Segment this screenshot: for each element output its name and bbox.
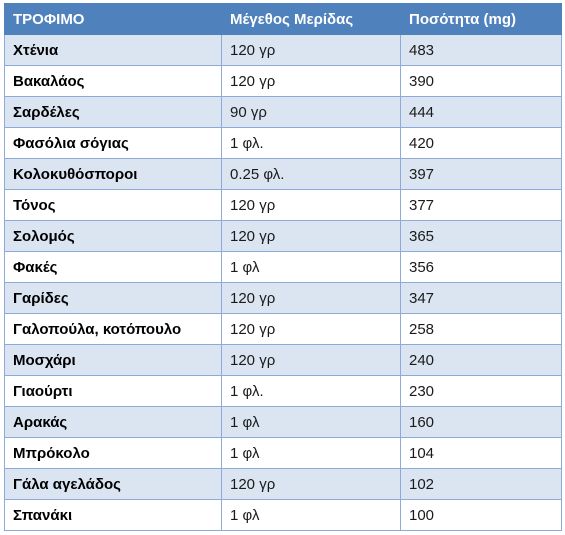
table-row: Χτένια 120 γρ 483 bbox=[4, 34, 562, 66]
food-name-cell: Μπρόκολο bbox=[4, 437, 222, 469]
table-row: Γαρίδες 120 γρ 347 bbox=[4, 282, 562, 314]
table-row: Βακαλάος 120 γρ 390 bbox=[4, 65, 562, 97]
amount-cell: 356 bbox=[400, 251, 562, 283]
portion-cell: 120 γρ bbox=[221, 282, 401, 314]
amount-cell: 377 bbox=[400, 189, 562, 221]
food-name-cell: Γαρίδες bbox=[4, 282, 222, 314]
food-name-cell: Βακαλάος bbox=[4, 65, 222, 97]
header-row: ΤΡΟΦΙΜΟ Μέγεθος Μερίδας Ποσότητα (mg) bbox=[4, 3, 562, 35]
amount-cell: 102 bbox=[400, 468, 562, 500]
portion-cell: 1 φλ bbox=[221, 406, 401, 438]
amount-cell: 100 bbox=[400, 499, 562, 531]
amount-cell: 444 bbox=[400, 96, 562, 128]
table-body: Χτένια 120 γρ 483 Βακαλάος 120 γρ 390 Σα… bbox=[4, 34, 562, 531]
table-header: ΤΡΟΦΙΜΟ Μέγεθος Μερίδας Ποσότητα (mg) bbox=[4, 3, 562, 35]
table-row: Μοσχάρι 120 γρ 240 bbox=[4, 344, 562, 376]
table-row: Αρακάς 1 φλ 160 bbox=[4, 406, 562, 438]
food-name-cell: Σπανάκι bbox=[4, 499, 222, 531]
table-row: Φασόλια σόγιας 1 φλ. 420 bbox=[4, 127, 562, 159]
portion-cell: 120 γρ bbox=[221, 65, 401, 97]
food-name-cell: Κολοκυθόσποροι bbox=[4, 158, 222, 190]
portion-cell: 120 γρ bbox=[221, 344, 401, 376]
portion-cell: 1 φλ bbox=[221, 437, 401, 469]
portion-cell: 120 γρ bbox=[221, 313, 401, 345]
table-row: Κολοκυθόσποροι 0.25 φλ. 397 bbox=[4, 158, 562, 190]
portion-cell: 1 φλ. bbox=[221, 375, 401, 407]
food-name-cell: Μοσχάρι bbox=[4, 344, 222, 376]
amount-cell: 258 bbox=[400, 313, 562, 345]
table-row: Σπανάκι 1 φλ 100 bbox=[4, 499, 562, 531]
portion-cell: 0.25 φλ. bbox=[221, 158, 401, 190]
amount-cell: 230 bbox=[400, 375, 562, 407]
table-row: Γιαούρτι 1 φλ. 230 bbox=[4, 375, 562, 407]
amount-cell: 240 bbox=[400, 344, 562, 376]
amount-cell: 483 bbox=[400, 34, 562, 66]
amount-cell: 104 bbox=[400, 437, 562, 469]
amount-cell: 420 bbox=[400, 127, 562, 159]
header-amount: Ποσότητα (mg) bbox=[400, 3, 562, 35]
food-name-cell: Σαρδέλες bbox=[4, 96, 222, 128]
food-name-cell: Γιαούρτι bbox=[4, 375, 222, 407]
food-name-cell: Αρακάς bbox=[4, 406, 222, 438]
food-name-cell: Φακές bbox=[4, 251, 222, 283]
portion-cell: 120 γρ bbox=[221, 220, 401, 252]
food-name-cell: Χτένια bbox=[4, 34, 222, 66]
amount-cell: 160 bbox=[400, 406, 562, 438]
portion-cell: 120 γρ bbox=[221, 468, 401, 500]
food-name-cell: Σολομός bbox=[4, 220, 222, 252]
portion-cell: 1 φλ bbox=[221, 251, 401, 283]
food-name-cell: Φασόλια σόγιας bbox=[4, 127, 222, 159]
table-row: Μπρόκολο 1 φλ 104 bbox=[4, 437, 562, 469]
amount-cell: 347 bbox=[400, 282, 562, 314]
amount-cell: 397 bbox=[400, 158, 562, 190]
portion-cell: 90 γρ bbox=[221, 96, 401, 128]
amount-cell: 365 bbox=[400, 220, 562, 252]
food-name-cell: Γάλα αγελάδος bbox=[4, 468, 222, 500]
table-row: Γάλα αγελάδος 120 γρ 102 bbox=[4, 468, 562, 500]
portion-cell: 120 γρ bbox=[221, 34, 401, 66]
header-food: ΤΡΟΦΙΜΟ bbox=[4, 3, 222, 35]
amount-cell: 390 bbox=[400, 65, 562, 97]
food-name-cell: Τόνος bbox=[4, 189, 222, 221]
nutrition-table: ΤΡΟΦΙΜΟ Μέγεθος Μερίδας Ποσότητα (mg) Χτ… bbox=[4, 3, 562, 531]
header-portion: Μέγεθος Μερίδας bbox=[221, 3, 401, 35]
portion-cell: 1 φλ. bbox=[221, 127, 401, 159]
table-row: Σαρδέλες 90 γρ 444 bbox=[4, 96, 562, 128]
portion-cell: 120 γρ bbox=[221, 189, 401, 221]
food-name-cell: Γαλοπούλα, κοτόπουλο bbox=[4, 313, 222, 345]
table-row: Γαλοπούλα, κοτόπουλο 120 γρ 258 bbox=[4, 313, 562, 345]
nutrition-table-container: ΤΡΟΦΙΜΟ Μέγεθος Μερίδας Ποσότητα (mg) Χτ… bbox=[4, 3, 562, 531]
portion-cell: 1 φλ bbox=[221, 499, 401, 531]
table-row: Φακές 1 φλ 356 bbox=[4, 251, 562, 283]
table-row: Σολομός 120 γρ 365 bbox=[4, 220, 562, 252]
table-row: Τόνος 120 γρ 377 bbox=[4, 189, 562, 221]
